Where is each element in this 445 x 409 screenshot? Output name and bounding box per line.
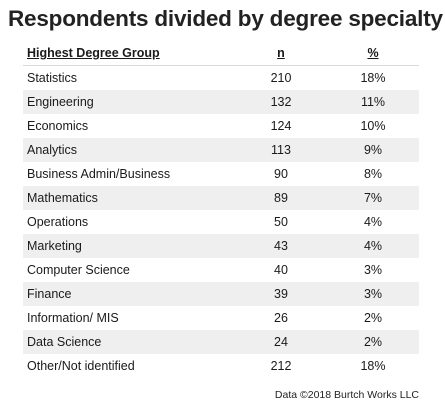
degree-table: Highest Degree Group n % Statistics 210 … xyxy=(23,41,419,378)
degree-group-cell: Business Admin/Business xyxy=(23,162,235,186)
percent-cell: 2% xyxy=(327,306,419,330)
count-cell: 124 xyxy=(235,114,327,138)
count-cell: 90 xyxy=(235,162,327,186)
degree-group-cell: Analytics xyxy=(23,138,235,162)
percent-cell: 11% xyxy=(327,90,419,114)
percent-cell: 3% xyxy=(327,282,419,306)
degree-group-cell: Computer Science xyxy=(23,258,235,282)
percent-cell: 3% xyxy=(327,258,419,282)
percent-cell: 4% xyxy=(327,210,419,234)
data-credit: Data ©2018 Burtch Works LLC xyxy=(274,389,419,401)
table-row: Statistics 210 18% xyxy=(23,65,419,90)
degree-group-cell: Information/ MIS xyxy=(23,306,235,330)
count-cell: 132 xyxy=(235,90,327,114)
count-cell: 43 xyxy=(235,234,327,258)
degree-group-cell: Operations xyxy=(23,210,235,234)
table-header-row: Highest Degree Group n % xyxy=(23,41,419,66)
count-cell: 39 xyxy=(235,282,327,306)
percent-cell: 8% xyxy=(327,162,419,186)
table-row: Operations 50 4% xyxy=(23,210,419,234)
degree-group-cell: Other/Not identified xyxy=(23,354,235,378)
count-cell: 113 xyxy=(235,138,327,162)
percent-cell: 18% xyxy=(327,354,419,378)
table-row: Mathematics 89 7% xyxy=(23,186,419,210)
table-row: Information/ MIS 26 2% xyxy=(23,306,419,330)
count-cell: 24 xyxy=(235,330,327,354)
percent-cell: 10% xyxy=(327,114,419,138)
table-row: Marketing 43 4% xyxy=(23,234,419,258)
degree-group-cell: Mathematics xyxy=(23,186,235,210)
column-header-percent: % xyxy=(327,41,419,66)
table-row: Finance 39 3% xyxy=(23,282,419,306)
table-row: Economics 124 10% xyxy=(23,114,419,138)
count-cell: 210 xyxy=(235,65,327,90)
degree-group-cell: Engineering xyxy=(23,90,235,114)
percent-cell: 9% xyxy=(327,138,419,162)
table-row: Data Science 24 2% xyxy=(23,330,419,354)
degree-group-cell: Data Science xyxy=(23,330,235,354)
table-row: Computer Science 40 3% xyxy=(23,258,419,282)
percent-cell: 18% xyxy=(327,65,419,90)
column-header-n: n xyxy=(235,41,327,66)
degree-group-cell: Marketing xyxy=(23,234,235,258)
table-row: Other/Not identified 212 18% xyxy=(23,354,419,378)
percent-cell: 7% xyxy=(327,186,419,210)
column-header-degree-group: Highest Degree Group xyxy=(23,41,235,66)
degree-group-cell: Finance xyxy=(23,282,235,306)
percent-cell: 2% xyxy=(327,330,419,354)
percent-cell: 4% xyxy=(327,234,419,258)
table-row: Engineering 132 11% xyxy=(23,90,419,114)
page-title: Respondents divided by degree specialty xyxy=(8,6,443,31)
table-row: Business Admin/Business 90 8% xyxy=(23,162,419,186)
degree-group-cell: Statistics xyxy=(23,65,235,90)
count-cell: 26 xyxy=(235,306,327,330)
table-row: Analytics 113 9% xyxy=(23,138,419,162)
degree-group-cell: Economics xyxy=(23,114,235,138)
count-cell: 212 xyxy=(235,354,327,378)
count-cell: 50 xyxy=(235,210,327,234)
count-cell: 89 xyxy=(235,186,327,210)
count-cell: 40 xyxy=(235,258,327,282)
